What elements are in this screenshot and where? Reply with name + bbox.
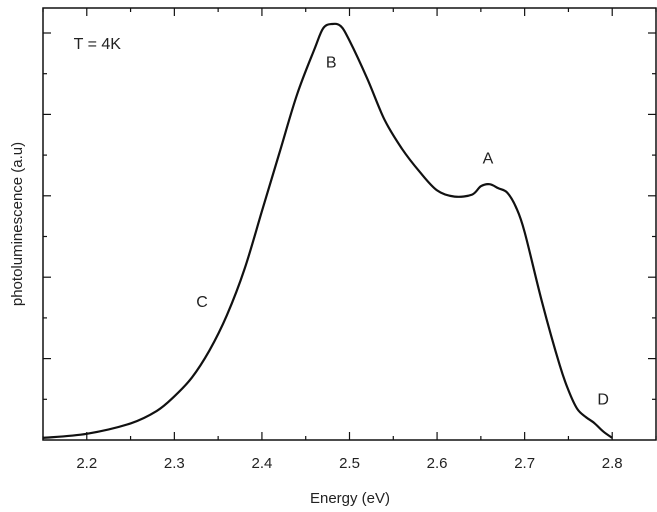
annotation-b: B: [326, 55, 337, 72]
annotation-temperature: T = 4K: [74, 36, 122, 53]
x-tick-label: 2.5: [339, 455, 360, 472]
annotation-a: A: [483, 150, 494, 167]
x-tick-label: 2.8: [602, 455, 623, 472]
annotation-d: D: [597, 392, 609, 409]
x-tick-label: 2.4: [251, 455, 272, 472]
pl-curve: [42, 22, 613, 439]
x-tick-label: 2.2: [76, 455, 97, 472]
x-axis-label: Energy (eV): [310, 490, 390, 507]
annotations: T = 4K A B C D: [74, 36, 609, 409]
y-axis-label: photoluminescence (a.u): [9, 142, 26, 306]
x-tick-label: 2.7: [514, 455, 535, 472]
x-tick-label: 2.3: [164, 455, 185, 472]
x-tick-labels: 2.2 2.3 2.4 2.5 2.6 2.7 2.8: [76, 455, 622, 472]
ticks: [42, 8, 657, 440]
annotation-c: C: [196, 294, 208, 311]
x-tick-label: 2.6: [427, 455, 448, 472]
